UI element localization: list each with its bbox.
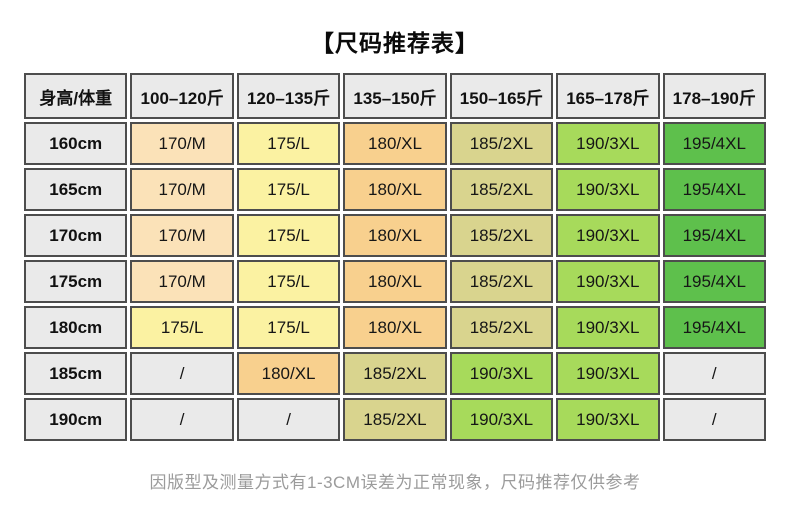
height-label-175cm: 175cm xyxy=(24,260,128,303)
size-cell-r4-c5: 195/4XL xyxy=(662,306,766,349)
size-cell-r2-c2: 180/XL xyxy=(343,214,447,257)
table-body: 160cm 170/M 175/L 180/XL 185/2XL 190/3XL 195/4… xyxy=(24,122,766,441)
size-cell-r0-c4: 190/3XL xyxy=(556,122,660,165)
size-cell-r0-c5: 195/4XL xyxy=(662,122,766,165)
size-cell-r1-c5: 195/4XL xyxy=(662,168,766,211)
size-cell-r3-c3: 185/2XL xyxy=(449,260,554,303)
size-cell-r6-c4: 190/3XL xyxy=(556,398,660,441)
table-row-175cm: 175cm 170/M 175/L 180/XL 185/2XL 190/3XL 195/4… xyxy=(24,260,766,303)
size-cell-r2-c4: 190/3XL xyxy=(556,214,660,257)
table-row-170cm: 170cm 170/M 175/L 180/XL 185/2XL 190/3XL 195/4… xyxy=(24,214,766,257)
size-cell-r4-c4: 190/3XL xyxy=(556,306,660,349)
size-cell-r2-c5: 195/4XL xyxy=(662,214,766,257)
size-cell-r4-c1: 175/L xyxy=(236,306,341,349)
size-cell-r5-c1: 180/XL xyxy=(236,352,341,395)
table-row-180cm: 180cm 175/L 175/L 180/XL 185/2XL 190/3XL 195/4… xyxy=(24,306,766,349)
size-recommendation-table: 身高/体重 100–120斤 120–135斤 135–150斤 150–165斤 165… xyxy=(21,70,769,444)
size-cell-r6-c3: 190/3XL xyxy=(449,398,554,441)
weight-header-3: 150–165斤 xyxy=(449,73,554,119)
size-cell-r3-c0: 170/M xyxy=(130,260,234,303)
size-cell-r5-c2: 185/2XL xyxy=(343,352,447,395)
size-cell-r4-c0: 175/L xyxy=(130,306,234,349)
weight-header-1: 120–135斤 xyxy=(236,73,341,119)
table-row-165cm: 165cm 170/M 175/L 180/XL 185/2XL 190/3XL 195/4… xyxy=(24,168,766,211)
weight-header-4: 165–178斤 xyxy=(556,73,660,119)
height-label-170cm: 170cm xyxy=(24,214,128,257)
size-cell-r2-c0: 170/M xyxy=(130,214,234,257)
size-cell-r1-c3: 185/2XL xyxy=(449,168,554,211)
size-cell-r2-c3: 185/2XL xyxy=(449,214,554,257)
table-row-160cm: 160cm 170/M 175/L 180/XL 185/2XL 190/3XL 195/4… xyxy=(24,122,766,165)
corner-header-height-weight: 身高/体重 xyxy=(24,73,128,119)
size-cell-r0-c3: 185/2XL xyxy=(449,122,554,165)
header-row: 身高/体重 100–120斤 120–135斤 135–150斤 150–165斤 165… xyxy=(24,73,766,119)
weight-header-5: 178–190斤 xyxy=(662,73,766,119)
size-cell-r5-c0: / xyxy=(130,352,234,395)
size-cell-r6-c1: / xyxy=(236,398,341,441)
height-label-160cm: 160cm xyxy=(24,122,128,165)
size-cell-r2-c1: 175/L xyxy=(236,214,341,257)
size-cell-r1-c2: 180/XL xyxy=(343,168,447,211)
weight-header-0: 100–120斤 xyxy=(130,73,234,119)
size-cell-r0-c2: 180/XL xyxy=(343,122,447,165)
size-cell-r6-c0: / xyxy=(130,398,234,441)
height-label-185cm: 185cm xyxy=(24,352,128,395)
table-row-185cm: 185cm/180/XL 185/2XL 190/3XL 190/3XL / xyxy=(24,352,766,395)
page-title: 【尺码推荐表】 xyxy=(311,30,479,56)
size-cell-r6-c5: / xyxy=(662,398,766,441)
table-row-190cm: 190cm //185/2XL 190/3XL 190/3XL / xyxy=(24,398,766,441)
weight-header-2: 135–150斤 xyxy=(343,73,447,119)
size-cell-r1-c4: 190/3XL xyxy=(556,168,660,211)
size-cell-r1-c0: 170/M xyxy=(130,168,234,211)
height-label-180cm: 180cm xyxy=(24,306,128,349)
size-cell-r0-c1: 175/L xyxy=(236,122,341,165)
size-cell-r4-c2: 180/XL xyxy=(343,306,447,349)
size-cell-r1-c1: 175/L xyxy=(236,168,341,211)
size-cell-r0-c0: 170/M xyxy=(130,122,234,165)
size-cell-r3-c1: 175/L xyxy=(236,260,341,303)
size-cell-r3-c5: 195/4XL xyxy=(662,260,766,303)
size-cell-r5-c3: 190/3XL xyxy=(449,352,554,395)
size-cell-r3-c2: 180/XL xyxy=(343,260,447,303)
size-cell-r5-c4: 190/3XL xyxy=(556,352,660,395)
height-label-165cm: 165cm xyxy=(24,168,128,211)
size-cell-r4-c3: 185/2XL xyxy=(449,306,554,349)
size-cell-r5-c5: / xyxy=(662,352,766,395)
table-header-row: 身高/体重 100–120斤 120–135斤 135–150斤 150–165斤 165… xyxy=(24,73,766,119)
footer-disclaimer: 因版型及测量方式有1-3CM误差为正常现象，尺码推荐仅供参考 xyxy=(149,473,641,492)
size-cell-r6-c2: 185/2XL xyxy=(343,398,447,441)
size-cell-r3-c4: 190/3XL xyxy=(556,260,660,303)
height-label-190cm: 190cm xyxy=(24,398,128,441)
